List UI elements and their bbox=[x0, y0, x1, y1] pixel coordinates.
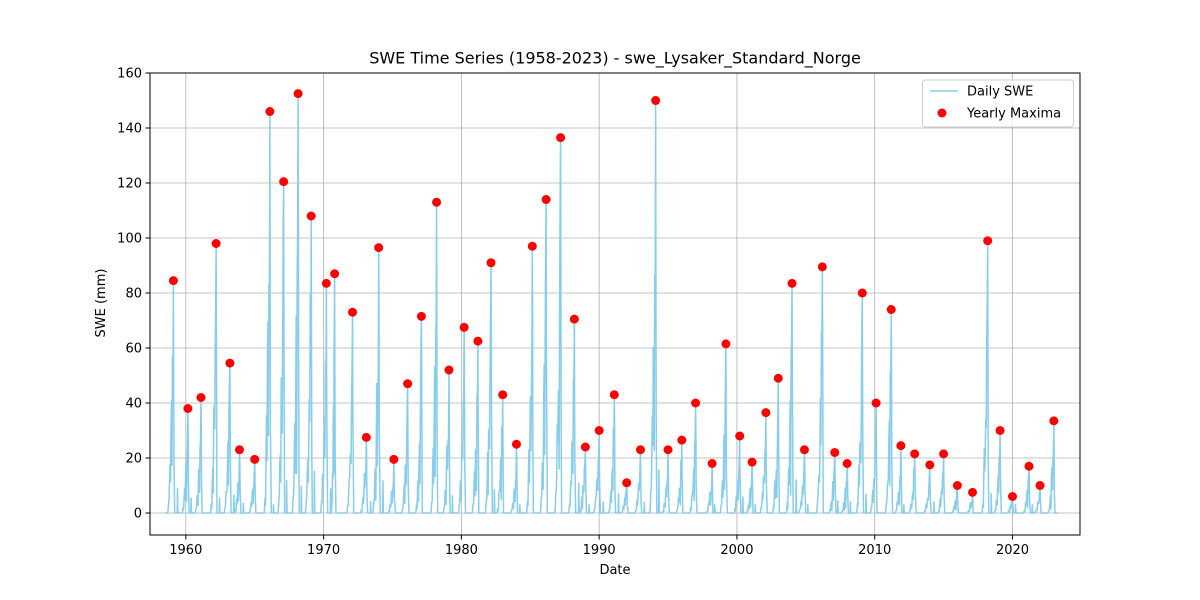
yearly-maximum-point bbox=[677, 435, 687, 445]
yearly-maximum-point bbox=[761, 408, 771, 418]
yearly-maximum-point bbox=[527, 241, 537, 251]
x-tick-label: 1990 bbox=[583, 543, 616, 558]
y-tick-label: 20 bbox=[125, 452, 142, 467]
y-axis-title: SWE (mm) bbox=[94, 269, 109, 338]
yearly-maximum-point bbox=[1049, 416, 1059, 426]
legend: Daily SWE Yearly Maxima bbox=[922, 79, 1074, 128]
yearly-maximum-point bbox=[306, 211, 316, 221]
yearly-maximum-point bbox=[361, 432, 371, 442]
yearly-maximum-point bbox=[651, 96, 661, 105]
yearly-maximum-point bbox=[635, 445, 645, 455]
yearly-maximum-point bbox=[330, 269, 340, 279]
yearly-maximum-point bbox=[416, 311, 426, 321]
yearly-maximum-point bbox=[857, 288, 867, 298]
yearly-maximum-point bbox=[486, 258, 496, 268]
yearly-maximum-point bbox=[721, 339, 731, 349]
yearly-maximum-point bbox=[787, 278, 797, 288]
y-tick-label: 80 bbox=[125, 287, 142, 302]
chart-title: SWE Time Series (1958-2023) - swe_Lysake… bbox=[369, 49, 861, 69]
daily-swe-line bbox=[165, 92, 1058, 514]
yearly-maximum-point bbox=[459, 322, 469, 332]
yearly-maximum-point bbox=[498, 390, 508, 400]
yearly-maximum-point bbox=[432, 197, 442, 207]
yearly-maximum-point bbox=[830, 448, 840, 457]
yearly-maximum-point bbox=[556, 133, 566, 143]
axes-layer: 1960 1970 1980 1990 2000 2010 2020 0 20 40 60 80 100… bbox=[117, 67, 1081, 558]
yearly-maximum-point bbox=[279, 177, 289, 187]
yearly-maximum-point bbox=[293, 89, 303, 99]
x-tick-label: 2020 bbox=[996, 543, 1029, 558]
x-axis-title: Date bbox=[599, 563, 630, 578]
yearly-maximum-point bbox=[235, 445, 245, 455]
yearly-maximum-point bbox=[747, 457, 757, 467]
yearly-maximum-point bbox=[817, 262, 827, 272]
x-tick-label: 1960 bbox=[169, 543, 202, 558]
yearly-maximum-point bbox=[473, 336, 483, 346]
x-tick-label: 2000 bbox=[720, 543, 753, 558]
yearly-maximum-point bbox=[196, 393, 206, 402]
yearly-maximum-point bbox=[374, 243, 384, 253]
yearly-maximum-point bbox=[886, 305, 896, 314]
yearly-maximum-point bbox=[1035, 481, 1045, 490]
yearly-maximum-point bbox=[1024, 461, 1034, 471]
axes-frame bbox=[149, 72, 1081, 536]
legend-yearly-maxima-swatch bbox=[937, 108, 947, 118]
legend-yearly-maxima-label: Yearly Maxima bbox=[966, 107, 1061, 122]
y-tick-label: 100 bbox=[117, 232, 142, 247]
yearly-maximum-point bbox=[389, 454, 399, 464]
yearly-maximum-point bbox=[541, 195, 551, 204]
yearly-maximum-point bbox=[211, 239, 221, 248]
yearly-maximum-point bbox=[348, 307, 358, 317]
yearly-maximum-point bbox=[842, 459, 852, 468]
yearly-maximum-point bbox=[1007, 492, 1017, 501]
yearly-maximum-point bbox=[403, 379, 413, 389]
yearly-maximum-point bbox=[511, 439, 521, 449]
yearly-maximum-point bbox=[622, 478, 632, 488]
yearly-maximum-point bbox=[444, 365, 454, 375]
y-tick-label: 60 bbox=[125, 342, 142, 357]
yearly-maximum-point bbox=[168, 276, 178, 286]
yearly-maximum-point bbox=[995, 426, 1005, 435]
yearly-maximum-point bbox=[580, 442, 590, 452]
y-tick-label: 160 bbox=[117, 67, 142, 82]
legend-daily-swe-label: Daily SWE bbox=[967, 85, 1033, 100]
y-tick-label: 0 bbox=[134, 507, 142, 522]
y-tick-label: 140 bbox=[117, 122, 142, 137]
yearly-maximum-point bbox=[594, 426, 604, 435]
yearly-maximum-point bbox=[735, 431, 745, 441]
yearly-maximum-point bbox=[265, 107, 275, 116]
yearly-maximum-point bbox=[663, 445, 673, 455]
legend-box bbox=[922, 79, 1074, 128]
yearly-maximum-point bbox=[983, 236, 993, 246]
yearly-maximum-point bbox=[939, 449, 949, 459]
yearly-maximum-point bbox=[773, 373, 783, 383]
x-tick-label: 1980 bbox=[445, 543, 478, 558]
yearly-maximum-point bbox=[225, 358, 235, 368]
yearly-maximum-point bbox=[952, 481, 962, 490]
yearly-maximum-point bbox=[321, 278, 331, 288]
yearly-maximum-point bbox=[925, 460, 935, 470]
yearly-maximum-point bbox=[707, 459, 717, 468]
plot-layer bbox=[165, 89, 1059, 514]
y-tick-label: 40 bbox=[125, 397, 142, 412]
x-tick-label: 2010 bbox=[858, 543, 891, 558]
yearly-maximum-point bbox=[910, 449, 920, 459]
y-tick-label: 120 bbox=[117, 177, 142, 192]
yearly-maximum-point bbox=[691, 398, 701, 408]
yearly-maximum-point bbox=[609, 390, 619, 400]
yearly-maximum-point bbox=[250, 454, 260, 464]
yearly-maximum-point bbox=[799, 445, 809, 455]
yearly-maximum-point bbox=[896, 441, 906, 451]
yearly-maximum-point bbox=[871, 398, 881, 408]
yearly-maximum-point bbox=[569, 314, 579, 324]
yearly-maximum-point bbox=[968, 487, 978, 497]
yearly-maximum-point bbox=[183, 404, 193, 413]
x-tick-label: 1970 bbox=[307, 543, 340, 558]
